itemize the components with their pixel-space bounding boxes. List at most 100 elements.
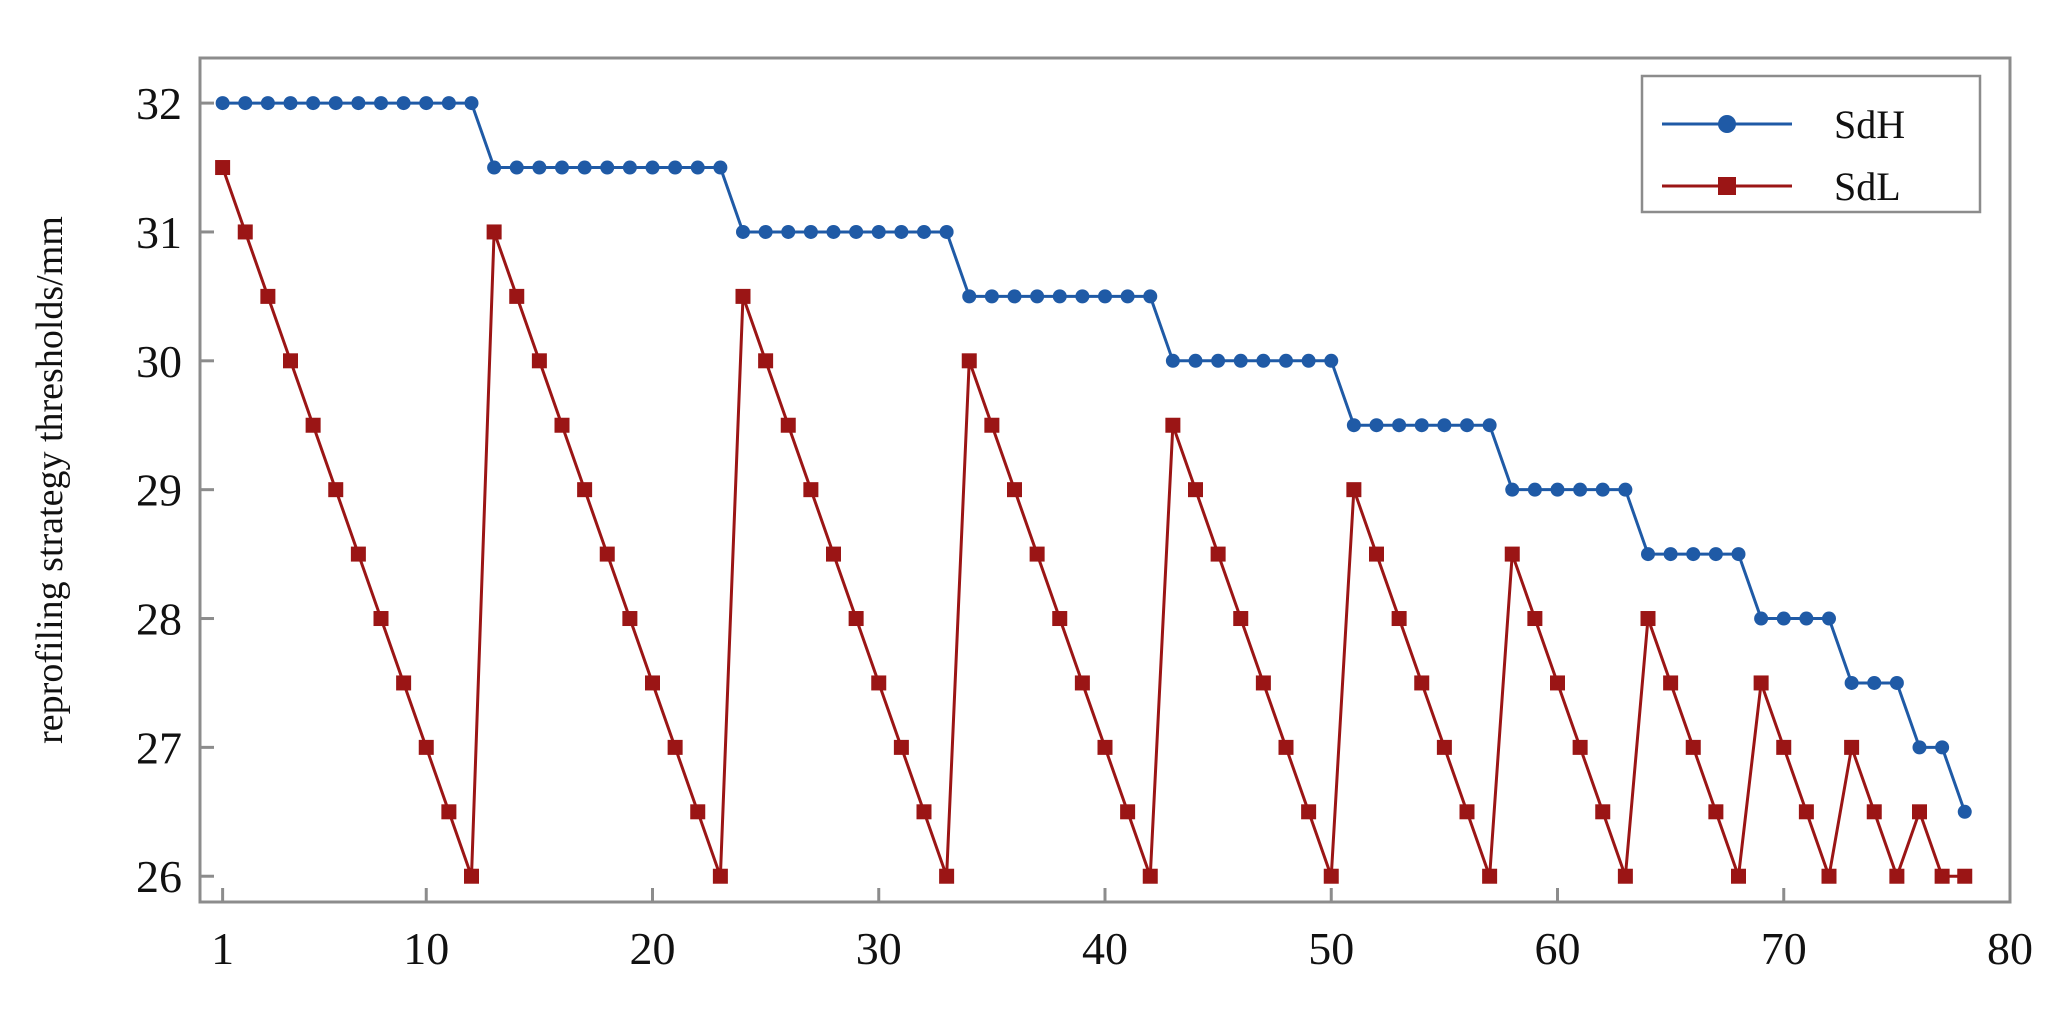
data-point-sdh: [826, 224, 841, 239]
data-point-sdl: [486, 224, 502, 240]
data-point-sdh: [374, 96, 388, 111]
data-point-sdl: [531, 353, 547, 369]
data-point-sdl: [712, 868, 728, 884]
data-point-sdh: [894, 224, 909, 239]
data-point-sdh: [645, 160, 660, 175]
legend: SdH SdL: [1640, 74, 1982, 214]
y-tick-label: 27: [136, 722, 182, 773]
data-point-sdl: [283, 353, 298, 369]
data-point-sdh: [1550, 482, 1565, 497]
series-sdl: [215, 160, 1973, 884]
data-point-sdl: [984, 417, 1000, 433]
series-layer: [215, 96, 1973, 884]
data-point-sdh: [1573, 482, 1588, 497]
data-point-sdh: [215, 96, 230, 111]
data-point-sdl: [237, 224, 253, 240]
data-point-sdh: [487, 160, 502, 175]
x-tick-label: 30: [856, 923, 902, 974]
data-point-sdh: [713, 160, 728, 175]
data-point-sdh: [917, 224, 931, 239]
data-point-sdh: [1844, 675, 1859, 690]
data-point-sdh: [871, 224, 886, 239]
series-line-sdl: [221, 167, 1965, 878]
data-point-sdh: [1460, 418, 1474, 433]
data-point-sdl: [1142, 868, 1158, 884]
data-point-sdl: [1798, 804, 1814, 820]
data-point-sdl: [1595, 804, 1611, 820]
data-point-sdh: [283, 96, 298, 111]
legend-marker-sdh: [1718, 115, 1736, 133]
data-point-sdl: [1369, 546, 1384, 562]
data-point-sdh: [1346, 418, 1361, 433]
data-point-sdh: [690, 160, 705, 175]
data-point-sdl: [1685, 739, 1701, 755]
data-point-sdl: [1391, 611, 1407, 627]
data-point-sdl: [1278, 739, 1294, 755]
data-point-sdl: [1527, 611, 1543, 627]
data-point-sdh: [1369, 418, 1384, 433]
data-point-sdl: [803, 482, 819, 498]
data-point-sdh: [555, 160, 569, 175]
data-point-sdl: [1957, 868, 1973, 884]
data-point-sdh: [1731, 547, 1746, 562]
data-point-sdh: [1437, 418, 1452, 433]
data-point-sdl: [1934, 868, 1950, 884]
data-point-sdl: [215, 160, 231, 176]
data-point-sdl: [1776, 739, 1792, 755]
x-tick-label: 1: [211, 923, 234, 974]
data-point-sdl: [848, 611, 864, 627]
data-point-sdh: [577, 160, 592, 175]
data-point-sdh: [419, 96, 434, 111]
data-point-sdh: [1595, 482, 1610, 497]
data-point-sdh: [509, 160, 524, 175]
data-point-sdl: [622, 611, 638, 627]
data-point-sdl: [1414, 675, 1430, 691]
data-point-sdh: [1052, 289, 1067, 304]
data-point-sdl: [1233, 611, 1249, 627]
data-point-sdl: [1120, 804, 1136, 820]
x-tick-label: 50: [1308, 923, 1354, 974]
data-point-sdh: [1007, 289, 1022, 304]
data-point-sdh: [1211, 353, 1226, 368]
data-point-sdh: [464, 96, 479, 111]
data-point-sdl: [1255, 675, 1271, 691]
data-point-sdl: [916, 804, 932, 820]
data-point-sdl: [509, 288, 525, 304]
x-axis: 1 10 20 30 40 50 60 70 80: [211, 888, 2033, 974]
data-point-sdl: [893, 739, 909, 755]
data-point-sdl: [1844, 739, 1860, 755]
data-point-sdh: [1392, 418, 1407, 433]
x-tick-label: 60: [1535, 923, 1581, 974]
data-point-sdl: [1550, 675, 1565, 691]
data-point-sdl: [1504, 546, 1520, 562]
x-tick-label: 40: [1082, 923, 1128, 974]
data-point-sdh: [532, 160, 547, 175]
data-point-sdl: [1323, 868, 1339, 884]
data-point-sdl: [939, 868, 955, 884]
data-point-sdl: [871, 675, 887, 691]
data-point-sdl: [1346, 482, 1362, 498]
legend-label-sdl: SdL: [1834, 164, 1901, 209]
data-point-sdl: [1029, 546, 1045, 562]
data-point-sdh: [1256, 353, 1271, 368]
data-point-sdl: [1731, 868, 1746, 884]
data-point-sdh: [1889, 675, 1904, 690]
data-point-sdl: [1663, 675, 1679, 691]
data-point-sdl: [577, 482, 593, 498]
data-point-sdl: [328, 482, 344, 498]
data-point-sdh: [984, 289, 999, 304]
series-sdh: [215, 96, 1972, 819]
data-point-sdh: [1165, 353, 1180, 368]
x-tick-label: 80: [1987, 923, 2033, 974]
data-point-sdl: [1708, 804, 1724, 820]
x-tick-label: 20: [630, 923, 676, 974]
data-point-sdl: [1821, 868, 1837, 884]
data-point-sdh: [1708, 547, 1723, 562]
data-point-sdh: [1754, 611, 1769, 626]
data-point-sdh: [1030, 289, 1045, 304]
data-point-sdh: [1912, 740, 1927, 755]
data-point-sdh: [1233, 353, 1248, 368]
data-point-sdl: [735, 288, 751, 304]
data-point-sdh: [736, 224, 750, 239]
data-point-sdh: [849, 224, 864, 239]
